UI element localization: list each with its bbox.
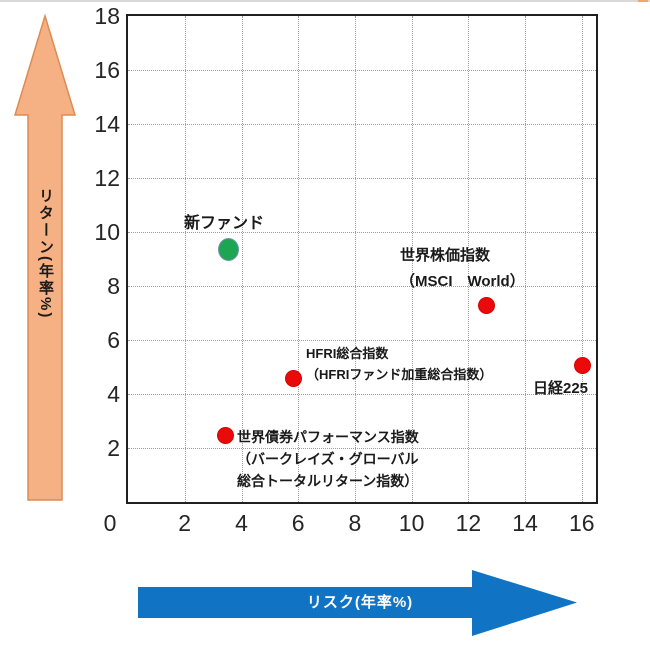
point-label-new-fund: 新ファンド (184, 213, 264, 234)
data-point-global-bond (216, 427, 234, 444)
y-tick-label: 2 (107, 435, 120, 461)
y-tick-label: 14 (94, 111, 120, 137)
h-gridline-6 (128, 340, 596, 341)
top-divider-line (0, 0, 650, 2)
v-gridline-2 (184, 16, 186, 502)
x-tick-label: 14 (512, 510, 538, 536)
point-label-line: 新ファンド (184, 215, 265, 232)
point-label-line: HFRI総合指数 (306, 346, 389, 361)
point-label-nikkei225: 日経225 (533, 379, 588, 399)
return-axis-arrow-icon (13, 13, 77, 501)
risk-axis-arrow-icon (138, 570, 577, 636)
right-arrow-shape (138, 570, 577, 636)
h-gridline-4 (128, 394, 596, 395)
h-gridline-16 (128, 70, 596, 71)
up-arrow-shape (13, 13, 77, 501)
y-tick-label: 12 (94, 165, 120, 191)
data-point-nikkei225 (574, 356, 592, 374)
v-gridline-12 (468, 16, 470, 502)
x-tick-label: 0 (103, 510, 117, 536)
point-label-line: （バークレイズ・グローバル (237, 451, 419, 467)
point-label-line: 総合トータルリターン指数） (237, 473, 419, 489)
point-label-line: （HFRIファンド加重総合指数） (306, 367, 493, 382)
v-gridline-8 (354, 16, 356, 502)
x-tick-label: 12 (455, 510, 482, 536)
point-label-hfri-composite: HFRI総合指数 （HFRIファンド加重総合指数） (306, 343, 492, 385)
h-gridline-8 (128, 286, 596, 287)
x-tick-label: 10 (398, 510, 425, 536)
y-tick-label: 18 (94, 3, 120, 29)
y-tick-label: 8 (107, 273, 120, 299)
x-tick-label: 2 (178, 510, 192, 536)
point-label-line: 世界債券パフォーマンス指数 (237, 429, 419, 445)
data-point-msci-world (477, 297, 495, 315)
h-gridline-14 (128, 124, 596, 125)
top-right-notch (638, 0, 648, 2)
v-gridline-16 (581, 16, 583, 502)
y-tick-label: 10 (94, 219, 120, 245)
x-tick-label: 4 (235, 510, 248, 536)
point-label-line: 日経225 (533, 380, 589, 397)
x-tick-label: 16 (569, 510, 595, 536)
x-tick-label: 6 (291, 510, 305, 536)
v-gridline-6 (298, 16, 300, 502)
x-tick-label: 8 (348, 510, 362, 536)
h-gridline-12 (128, 178, 596, 179)
v-gridline-14 (525, 16, 527, 502)
v-gridline-4 (241, 16, 243, 502)
y-axis-title: リターン(年率%) (37, 188, 54, 320)
plot-area (126, 14, 598, 504)
point-label-global-bond: 世界債券パフォーマンス指数 （バークレイズ・グローバル 総合トータルリターン指数） (237, 426, 419, 492)
data-point-hfri-composite (285, 370, 302, 388)
point-label-line: 世界株価指数 (400, 247, 491, 264)
x-axis-title: リスク(年率%) (306, 594, 414, 611)
y-tick-label: 4 (107, 381, 120, 407)
h-gridline-2 (128, 448, 596, 449)
y-tick-label: 16 (94, 57, 120, 83)
y-tick-label: 6 (107, 327, 120, 353)
point-label-line: （MSCI World） (400, 273, 525, 290)
data-point-new-fund (217, 237, 239, 261)
v-gridline-10 (411, 16, 413, 502)
point-label-msci-world: 世界株価指数 （MSCI World） (400, 243, 525, 295)
h-gridline-10 (128, 232, 596, 233)
